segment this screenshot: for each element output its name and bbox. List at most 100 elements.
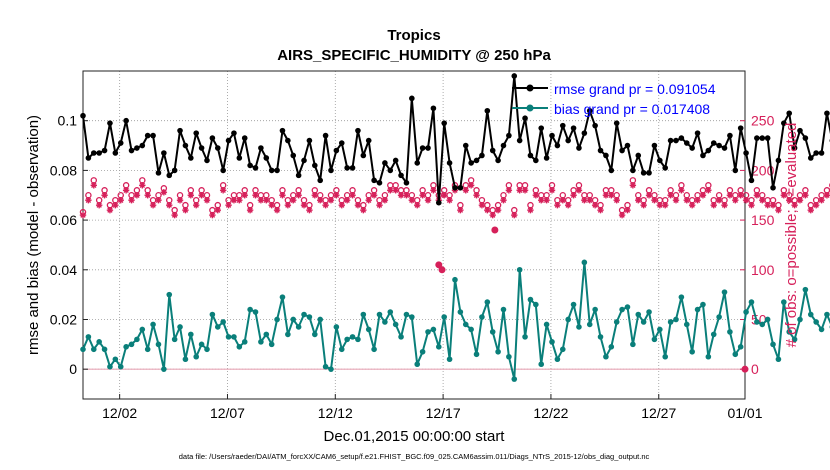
bias-point <box>392 321 399 328</box>
rmse-point <box>446 160 453 166</box>
obs-evaluated-stroke <box>263 197 270 203</box>
rmse-point <box>619 147 625 154</box>
rmse-point <box>435 199 442 206</box>
obs-evaluated-point <box>408 197 416 204</box>
obs-evaluated-point <box>90 182 97 189</box>
obs-evaluated-point <box>203 197 211 204</box>
rmse-point <box>414 160 421 166</box>
obs-evaluated-point <box>505 187 513 194</box>
x-tick-label: 01/01 <box>727 405 762 421</box>
rmse-point <box>770 184 776 191</box>
obs-evaluated-point <box>241 192 248 199</box>
rmse-point <box>570 125 577 131</box>
bias-point <box>333 324 340 330</box>
rmse-point <box>220 167 226 174</box>
obs-evaluated-stroke <box>123 187 129 194</box>
obs-evaluated-point <box>710 201 717 209</box>
y-left-tick-label: 0.06 <box>50 212 77 228</box>
obs-evaluated-stroke <box>613 197 620 203</box>
bias-point <box>732 351 739 358</box>
bias-point <box>824 311 830 318</box>
bias-point <box>290 316 297 323</box>
obs-evaluated-point <box>818 197 825 204</box>
rmse-point <box>134 145 140 151</box>
bias-point <box>565 316 571 323</box>
rmse-point <box>344 165 350 171</box>
rmse-point <box>193 130 200 136</box>
obs-evaluated-point <box>198 192 205 199</box>
obs-evaluated-point <box>376 201 383 209</box>
obs-evaluated-point <box>575 187 583 194</box>
obs-evaluated-point <box>85 197 92 204</box>
obs-evaluated-stroke <box>96 202 102 208</box>
rmse-point <box>150 132 156 139</box>
obs-evaluated-stroke <box>608 192 615 198</box>
rmse-point <box>198 145 205 151</box>
obs-evaluated-stroke <box>285 202 291 208</box>
obs-evaluated-point <box>548 187 556 194</box>
obs-evaluated-point <box>149 201 157 209</box>
obs-evaluated-point <box>446 197 453 204</box>
obs-evaluated-stroke <box>640 202 647 208</box>
obs-evaluated-stroke <box>587 197 593 203</box>
bias-point <box>527 296 534 303</box>
y-right-tick-label: 0 <box>751 361 759 377</box>
obs-evaluated-stroke <box>344 197 350 203</box>
obs-evaluated-stroke <box>743 197 749 203</box>
obs-evaluated-point <box>252 192 259 199</box>
obs-evaluated-point <box>306 206 313 214</box>
obs-evaluated-stroke <box>808 207 814 213</box>
obs-evaluated-stroke <box>522 187 528 194</box>
y-left-tick-label: 0.04 <box>50 262 77 278</box>
x-axis-label: Dec.01,2015 00:00:00 start <box>324 428 506 445</box>
bias-point <box>608 344 615 350</box>
bias-point <box>710 331 717 338</box>
obs-evaluated-point <box>521 187 529 194</box>
bias-point <box>522 334 528 340</box>
bias-point <box>236 344 243 350</box>
obs-evaluated-stroke <box>506 187 512 194</box>
obs-evaluated-stroke <box>630 182 636 189</box>
rmse-point <box>188 155 194 161</box>
bias-point <box>694 306 701 313</box>
obs-evaluated-stroke <box>387 187 394 194</box>
rmse-point <box>586 107 593 114</box>
rmse-point <box>376 180 383 186</box>
obs-evaluated-stroke <box>258 197 264 203</box>
bias-point <box>430 326 437 333</box>
obs-evaluated-stroke <box>570 192 577 198</box>
obs-evaluated-stroke <box>301 202 307 208</box>
obs-evaluated-point <box>193 201 200 209</box>
bias-point <box>90 346 97 353</box>
obs-evaluated-point <box>457 206 464 214</box>
legend-bias-marker <box>526 104 534 112</box>
obs-evaluated-point <box>284 201 292 209</box>
rmse-point <box>754 135 760 141</box>
obs-evaluated-stroke <box>646 192 652 198</box>
rmse-point <box>123 117 129 124</box>
bias-point <box>506 353 512 360</box>
obs-evaluated-stroke <box>107 207 113 213</box>
y-left-tick-label: 0.1 <box>58 113 78 129</box>
bias-point <box>630 341 636 348</box>
obs-evaluated-stroke <box>549 187 555 194</box>
obs-evaluated-stroke <box>786 197 792 203</box>
obs-evaluated-point <box>354 201 362 209</box>
bias-point <box>640 319 647 325</box>
obs-evaluated-point <box>112 201 119 209</box>
y-right-axis-label: # of obs: o=possible; ×=evaluated <box>783 123 800 348</box>
obs-evaluated-stroke <box>716 197 722 203</box>
obs-evaluated-point <box>273 206 281 214</box>
rmse-point <box>662 165 669 171</box>
obs-evaluated-point <box>554 201 561 209</box>
bias-point <box>576 324 582 330</box>
bias-point <box>360 311 367 318</box>
obs-evaluated-stroke <box>80 212 86 218</box>
bias-point <box>818 326 825 333</box>
footer-data-file: data file: /Users/raeder/DAI/ATM_forcXX/… <box>179 452 650 461</box>
bias-point <box>112 356 119 363</box>
obs-evaluated-stroke <box>312 192 318 198</box>
legend: rmse grand pr = 0.091054 bias grand pr =… <box>512 81 716 117</box>
obs-evaluated-stroke <box>662 202 668 208</box>
bias-point <box>678 294 685 300</box>
